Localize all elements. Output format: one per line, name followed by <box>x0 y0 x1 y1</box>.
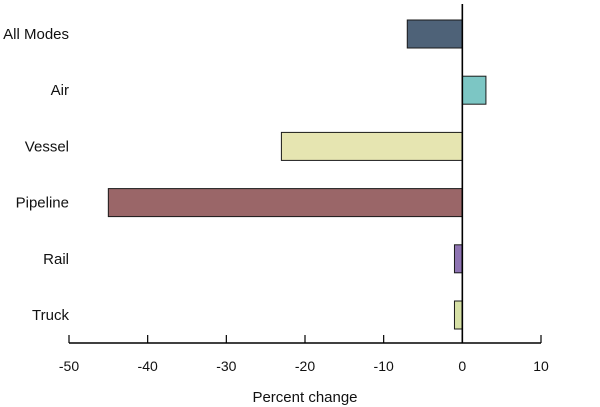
x-tick-label: 10 <box>533 358 549 374</box>
x-tick-label: -40 <box>138 358 158 374</box>
category-label-all-modes: All Modes <box>3 26 69 43</box>
x-tick-label: 0 <box>458 358 466 374</box>
axes-group <box>69 4 541 344</box>
category-label-air: Air <box>51 82 69 99</box>
bar-pipeline <box>107 188 463 218</box>
x-ticks-group: -50 -40 -30 -20 -10 0 10 <box>59 335 549 374</box>
category-label-truck: Truck <box>32 307 69 324</box>
bar-air <box>461 75 487 105</box>
category-label-pipeline: Pipeline <box>16 195 69 212</box>
bars-group <box>107 19 487 330</box>
category-label-rail: Rail <box>43 251 69 268</box>
x-tick-label: -50 <box>59 358 79 374</box>
category-label-vessel: Vessel <box>25 138 69 155</box>
bar-vessel <box>280 131 463 161</box>
x-tick-label: -30 <box>216 358 236 374</box>
bar-rail <box>453 244 463 274</box>
x-tick-label: -20 <box>295 358 315 374</box>
x-axis-title: Percent change <box>252 389 357 406</box>
bar-truck <box>453 300 463 330</box>
x-tick-label: -10 <box>374 358 394 374</box>
bar-all-modes <box>406 19 463 49</box>
category-labels-group: All Modes Air Vessel Pipeline Rail Truck <box>3 26 69 324</box>
